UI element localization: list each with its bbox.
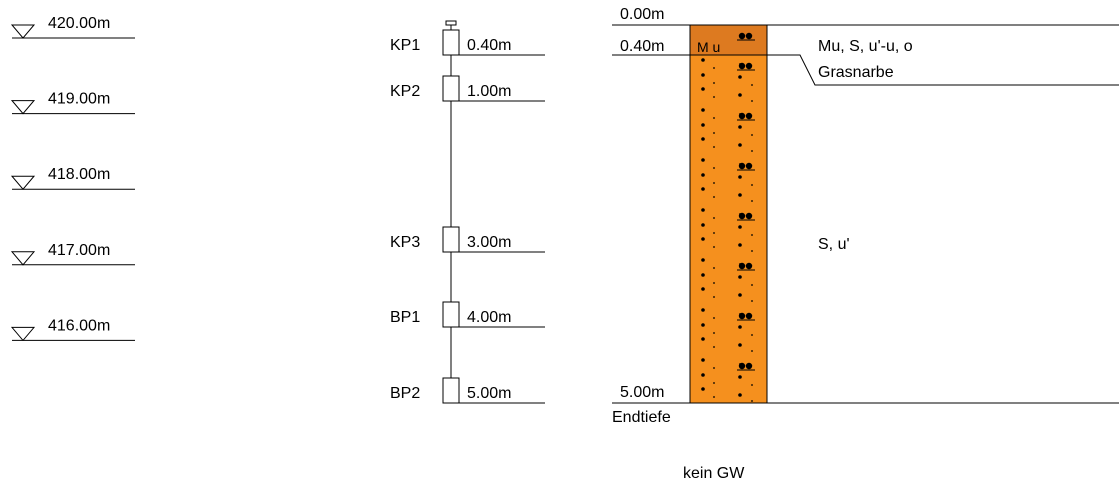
level-triangle — [10, 251, 36, 266]
sample-name: KP1 — [390, 37, 420, 54]
sample-column: KP1 0.40m KP2 1.00m KP3 3.00m BP1 4.00m BP2 5.00m — [390, 20, 545, 404]
sample-box — [442, 29, 460, 56]
sample-name: KP2 — [390, 83, 420, 100]
depth-label: 0.40m — [620, 38, 664, 55]
topsoil-symbol — [737, 32, 755, 41]
sample-depth: 4.00m — [467, 309, 511, 326]
sand-hatch — [690, 55, 767, 403]
column-cap — [445, 20, 457, 26]
sample-depth: 0.40m — [467, 37, 511, 54]
depth-label: 0.00m — [620, 6, 664, 23]
sample-name: BP1 — [390, 309, 420, 326]
sample-box — [442, 226, 460, 253]
profile: M u 0.00m 0.40m Mu, S, u'-u, o Grasnarbe… — [612, 6, 1119, 482]
level-triangle — [10, 175, 36, 190]
sample-box — [442, 377, 460, 404]
level-triangle — [10, 326, 36, 342]
elevation-label: 420.00m — [48, 15, 110, 32]
level-triangle — [10, 100, 36, 115]
groundwater-note: kein GW — [683, 465, 745, 482]
elevation-markers: 420.00m 419.00m 418.00m 417.00m 416.00m — [10, 15, 135, 342]
end-depth-note: Endtiefe — [612, 409, 671, 426]
elevation-label: 416.00m — [48, 317, 110, 334]
elevation-label: 418.00m — [48, 166, 110, 183]
layer-description: Mu, S, u'-u, o — [818, 38, 913, 55]
sample-box — [442, 301, 460, 328]
elevation-label: 417.00m — [48, 242, 110, 259]
sample-name: KP3 — [390, 234, 420, 251]
layer-code: M u — [697, 39, 720, 55]
level-triangle — [10, 24, 36, 39]
depth-label: 5.00m — [620, 384, 664, 401]
sample-depth: 3.00m — [467, 234, 511, 251]
sample-depth: 1.00m — [467, 83, 511, 100]
leader-line — [767, 54, 1119, 86]
sample-box — [442, 75, 460, 102]
layer-note: Grasnarbe — [818, 64, 894, 81]
sample-depth: 5.00m — [467, 385, 511, 402]
sample-name: BP2 — [390, 385, 420, 402]
elevation-label: 419.00m — [48, 91, 110, 108]
layer-description: S, u' — [818, 236, 850, 253]
